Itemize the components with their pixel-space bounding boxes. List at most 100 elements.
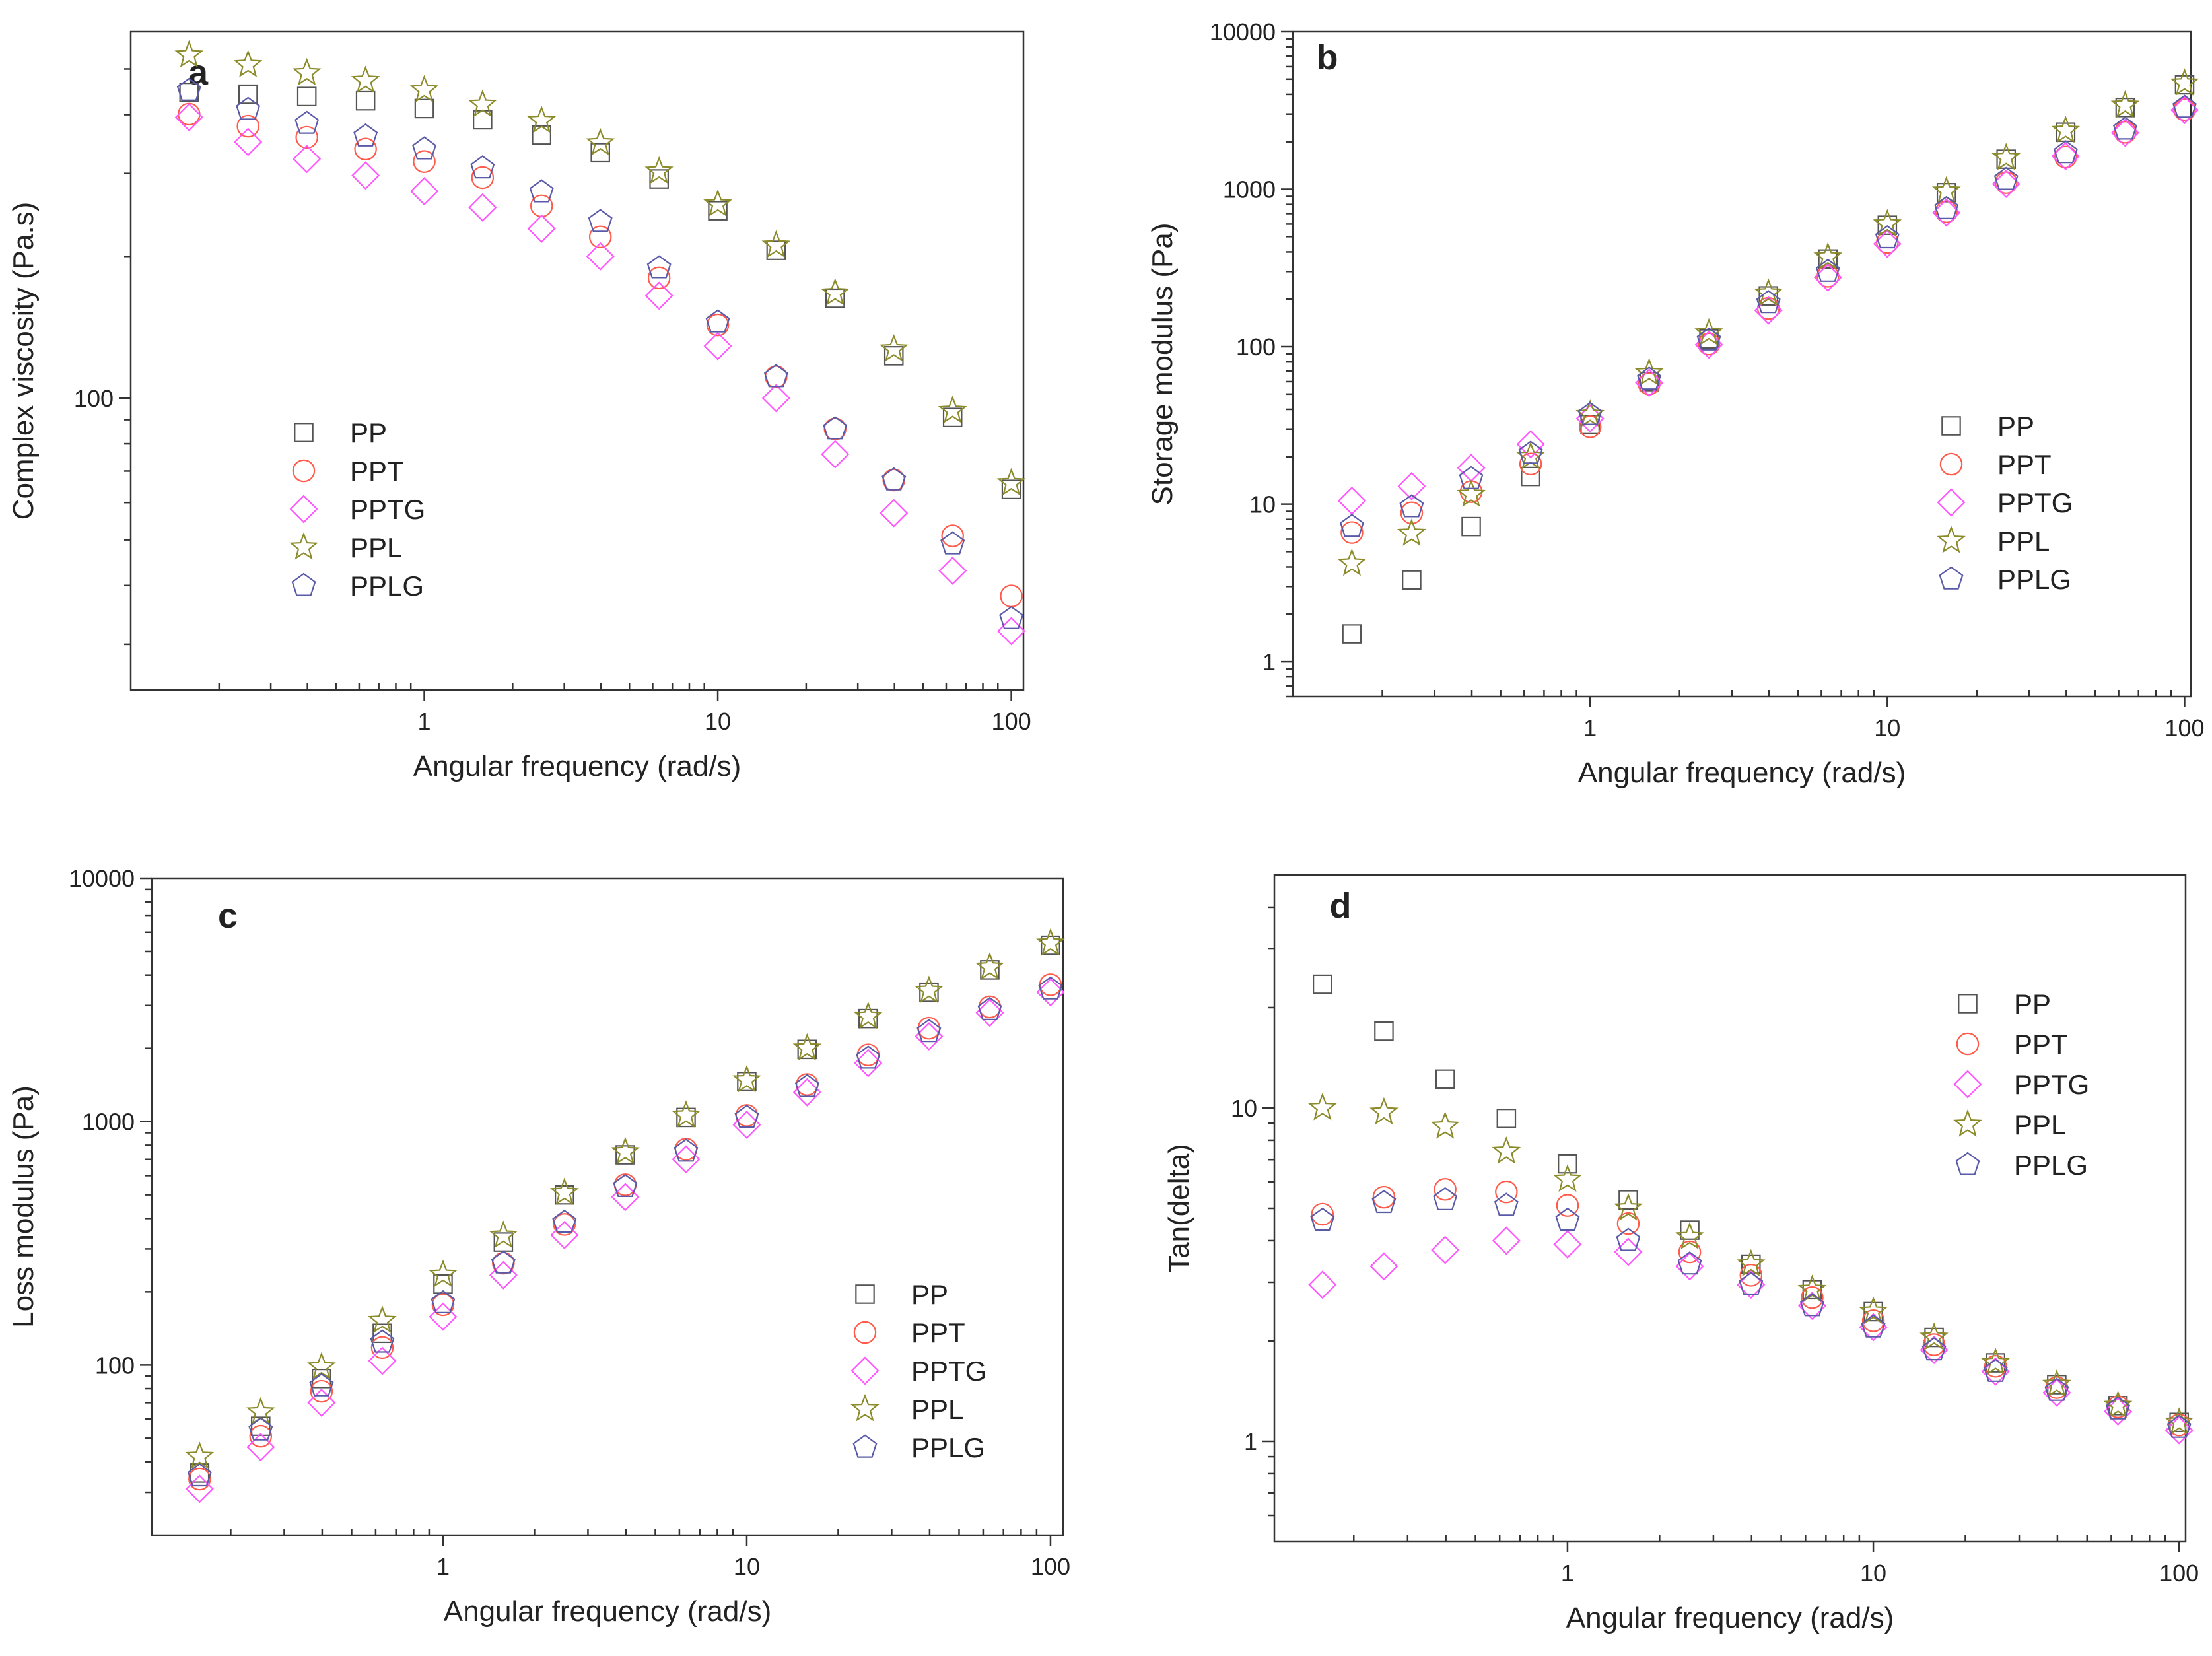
data-point-PPL [820,278,850,306]
data-point-PP [312,1369,331,1389]
data-point-PPT [1994,171,2018,194]
legend-marker-PPL [1937,525,1966,553]
data-point-PPTG [2110,118,2139,147]
data-point-PP [1986,1353,2005,1373]
y-tick-label-d: 10 [1231,1095,1257,1122]
data-point-PPT [354,137,377,161]
data-point-PPT [2114,120,2137,144]
data-point-PP [942,407,963,427]
data-point-PPTG [792,1078,821,1107]
legend-marker-PPTG [850,1356,880,1385]
y-tick-label-b: 10000 [1210,18,1276,46]
data-point-PPT [530,194,553,218]
data-point-PPL [1675,1222,1704,1250]
data-point-PPLG [1637,366,1661,390]
data-point-PPTG [1036,978,1065,1007]
data-point-PPL [1919,1322,1949,1350]
legend-a: PP PPT PPTG PPL PPLG [289,417,425,602]
data-point-PPL [1634,357,1664,386]
data-point-PPLG [1739,1272,1764,1295]
data-point-PPLG [1310,1207,1335,1231]
data-point-PP [649,169,669,189]
data-point-PPLG [646,255,672,279]
data-point-PPT [178,102,201,126]
data-point-PPL [792,1033,822,1061]
x-tick-label-c: 10 [734,1553,760,1580]
data-point-PPLG [1756,290,1781,314]
data-point-PP [676,1107,696,1128]
data-point-PPTG [1813,263,1842,292]
data-point-PPLG [470,155,495,179]
data-point-PPLG [705,309,730,333]
data-point-PP [1374,1021,1394,1041]
data-point-PPLG [431,1290,456,1313]
data-point-PPLG [2166,1414,2192,1438]
data-point-PPLG [1038,976,1063,1000]
data-point-PPT [431,1293,455,1317]
data-point-PPLG [1494,1192,1519,1216]
y-axis-label-d: Tan(delta) [1163,1144,1195,1273]
data-point-PPTG [1981,1357,2010,1386]
data-point-PPT [1816,265,1840,288]
data-point-PPL [368,1305,397,1333]
data-point-PPTG [854,1049,883,1078]
data-point-PP [1924,1327,1944,1348]
data-point-PPLG [1459,466,1484,489]
data-point-PP [919,982,939,1002]
legend-label-PPLG: PPLG [1997,564,2071,595]
data-point-PP [1001,479,1021,499]
series-PPLG [187,976,1063,1487]
data-point-PPT [941,524,964,547]
data-point-PPTG [1553,1229,1582,1259]
legend-marker-PPLG [1955,1152,1980,1175]
data-point-PPLG [1934,195,1959,219]
data-point-PPL [185,1441,215,1469]
series-PPT [178,102,1023,607]
data-point-PPL [351,65,380,93]
data-point-PP [555,1185,574,1205]
data-point-PPLG [588,209,613,232]
plot-frame-a [129,30,1025,691]
legend-label-PPTG: PPTG [911,1356,986,1387]
data-point-PPTG [1614,1237,1643,1266]
legend-label-PPT: PPT [350,456,404,487]
data-point-PPTG [1873,229,1902,258]
data-point-PPT [310,1379,333,1403]
legend-label-PPTG: PPTG [350,494,425,525]
x-tick-label-b: 100 [2164,714,2204,742]
data-point-PPLG [1861,1314,1886,1338]
data-point-PPLG [1800,1293,1824,1317]
data-point-PPT [295,125,318,149]
data-point-PPL [174,40,204,68]
x-tick-label-d: 1 [1561,1560,1574,1587]
data-point-PPLG [1518,440,1543,464]
data-point-PP [296,86,317,106]
data-point-PPTG [1431,1235,1460,1264]
data-point-PPLG [1875,225,1900,249]
data-point-PPTG [468,193,497,222]
data-point-PPLG [2053,140,2078,164]
data-point-PPL [2051,116,2081,143]
data-point-PPTG [1457,454,1486,483]
data-point-PPTG [368,1346,397,1375]
plot-frame-b [1292,30,2192,698]
data-point-PPTG [351,161,380,190]
data-point-PPL [527,106,557,133]
data-point-PP [1461,516,1481,537]
data-point-PPT [1400,501,1424,525]
data-point-PPTG [1919,1336,1949,1365]
data-point-PP [797,1039,817,1060]
data-point-PP [372,1323,392,1344]
data-point-PPL [1369,1097,1399,1125]
data-point-PPT [1556,1194,1579,1217]
data-point-PPT [735,1104,759,1127]
y-axis-label-a: Complex viscosity (Pa.s) [7,202,40,520]
y-axis-label-c: Loss modulus (Pa) [7,1086,40,1328]
x-tick-label-b: 10 [1874,714,1900,742]
x-tick-label-a: 10 [705,708,731,735]
panel-b: 1 10 100 1 10 100 1000 10000 Angular frequency (… [1146,18,2205,789]
x-tick-label-c: 100 [1031,1553,1070,1580]
legend-marker-PPTG [1937,488,1966,517]
data-point-PPL [853,1001,883,1029]
